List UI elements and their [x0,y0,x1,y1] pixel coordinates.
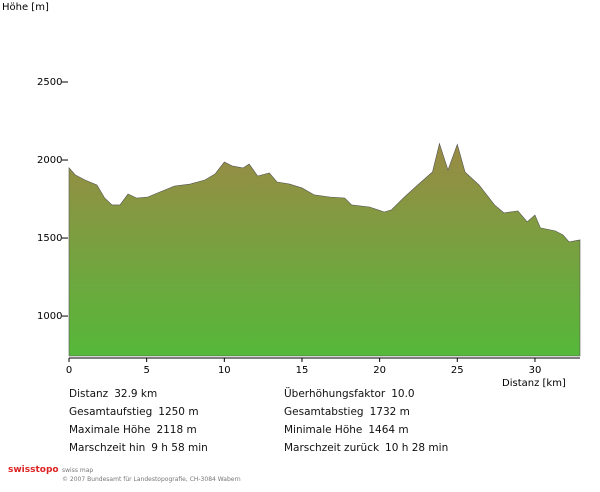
y-tick-label: 2500 [37,77,62,88]
stat-label: Marschzeit hin [69,442,146,454]
stats-right: Überhöhungsfaktor 10.0 Gesamtabstieg 1732 m… [284,385,454,457]
stat-label: Distanz [69,388,109,400]
y-tick-label: 2000 [37,155,62,166]
stat-value: 1250 m [158,406,199,418]
x-tick-label: 20 [373,365,386,376]
copyright: © 2007 Bundesamt für Landestopografie, C… [62,476,241,483]
y-tick-label: 1000 [37,311,62,322]
stat-value: 32.9 km [114,388,158,400]
x-tick-label: 0 [66,365,72,376]
stat-value: 10.0 [391,388,415,400]
y-tick-label: 1500 [37,233,62,244]
stat-value: 1732 m [369,406,410,418]
stat-label: Maximale Höhe [69,424,151,436]
x-tick-label: 25 [451,365,464,376]
logo: swisstopo [8,465,59,475]
y-axis-label: Höhe [m] [2,2,49,13]
elevation-area [68,142,581,357]
stat-row: Überhöhungsfaktor 10.0 [284,385,454,403]
stat-row: Marschzeit hin 9 h 58 min [69,439,214,457]
stat-label: Minimale Höhe [284,424,363,436]
stat-row: Gesamtaufstieg 1250 m [69,403,214,421]
stat-row: Maximale Höhe 2118 m [69,421,214,439]
stat-label: Überhöhungsfaktor [284,388,386,400]
stat-value: 2118 m [156,424,197,436]
stats-left: Distanz 32.9 km Gesamtaufstieg 1250 m Maxima… [69,385,214,457]
stat-value: 1464 m [368,424,409,436]
product: swiss map [62,467,94,474]
stat-row: Gesamtabstieg 1732 m [284,403,454,421]
x-tick-label: 5 [143,365,149,376]
stat-row: Minimale Höhe 1464 m [284,421,454,439]
stat-label: Gesamtabstieg [284,406,364,418]
x-tick-label: 10 [218,365,231,376]
stat-label: Marschzeit zurück [284,442,380,454]
x-axis-label: Distanz [km] [502,378,566,389]
stat-value: 10 h 28 min [385,442,449,454]
x-tick-label: 15 [296,365,309,376]
stat-value: 9 h 58 min [151,442,208,454]
stat-label: Gesamtaufstieg [69,406,153,418]
x-tick-label: 30 [529,365,542,376]
stat-row: Distanz 32.9 km [69,385,214,403]
stat-row: Marschzeit zurück 10 h 28 min [284,439,454,457]
